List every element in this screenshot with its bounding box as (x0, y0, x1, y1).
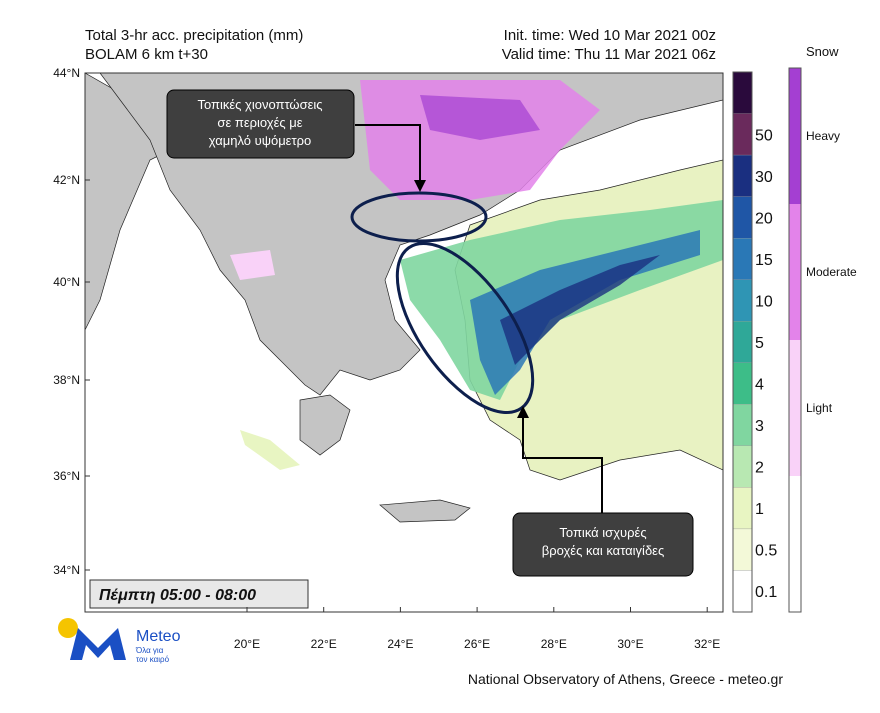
snow-label: Light (806, 401, 833, 415)
snow-swatch (789, 204, 801, 340)
legend-swatch (732, 487, 753, 530)
legend-swatch (732, 113, 753, 156)
legend-frame (788, 67, 802, 613)
legend-label: 50 (755, 127, 773, 144)
legend-swatch (732, 154, 753, 197)
legend-label: 0.5 (755, 543, 777, 560)
legend-swatch (732, 404, 753, 446)
logo-tagline: τον καιρό (136, 655, 170, 664)
legend-label: 15 (755, 252, 773, 269)
map-frame (84, 72, 724, 613)
valid-time: Valid time: Thu 11 Mar 2021 06z (502, 46, 716, 63)
legend-label: 5 (755, 335, 764, 352)
lat-label: 38°N (53, 373, 80, 387)
annotation-text: Τοπικές χιονοπτώσεις (197, 97, 322, 112)
date-label: Πέμπτη 05:00 - 08:00 (99, 587, 256, 604)
annotation-text: βροχές και καταιγίδες (542, 543, 665, 558)
annotation-box (512, 512, 694, 577)
legend-swatch (732, 321, 753, 363)
annotation-box (166, 89, 355, 159)
legend-label: 3 (755, 418, 764, 435)
lon-label: 24°E (387, 637, 413, 651)
snow-swatch (789, 476, 801, 612)
lon-label: 30°E (617, 637, 643, 651)
footer: National Observatory of Athens, Greece -… (468, 671, 783, 687)
snow-label: Heavy (806, 129, 840, 143)
lat-label: 42°N (53, 173, 80, 187)
annotation-text: σε περιοχές με (217, 115, 302, 130)
legend-swatch (732, 528, 753, 571)
init-time: Init. time: Wed 10 Mar 2021 00z (504, 27, 716, 44)
lon-label: 26°E (464, 637, 490, 651)
lat-label: 44°N (53, 66, 80, 80)
legend-label: 0.1 (755, 584, 777, 601)
legend-swatch (732, 196, 753, 239)
title: Total 3-hr acc. precipitation (mm) (85, 27, 303, 44)
lon-label: 22°E (311, 637, 337, 651)
annotation-text: Τοπικά ισχυρές (559, 525, 646, 540)
lat-label: 34°N (53, 563, 80, 577)
snow-swatch (789, 340, 801, 476)
legend-label: 2 (755, 460, 764, 477)
date-box (89, 579, 309, 609)
annotation-text: χαμηλό υψόμετρο (209, 133, 312, 148)
legend-swatch (732, 279, 753, 322)
model: BOLAM 6 km t+30 (85, 46, 208, 63)
legend-label: 1 (755, 501, 764, 518)
lon-label: 28°E (541, 637, 567, 651)
legend-frame (732, 71, 753, 613)
lat-label: 36°N (53, 469, 80, 483)
legend-title: Snow (806, 44, 839, 59)
legend-swatch (732, 362, 753, 405)
legend-swatch (732, 238, 753, 280)
lon-label: 20°E (234, 637, 260, 651)
lon-label: 32°E (694, 637, 720, 651)
legend-label: 10 (755, 293, 773, 310)
legend-swatch (732, 570, 753, 613)
logo-name: Meteo (136, 628, 181, 645)
logo-tagline: Όλα για (135, 646, 164, 655)
snow-swatch (789, 68, 801, 204)
legend-label: 30 (755, 169, 773, 186)
legend-swatch (733, 72, 752, 114)
snow-label: Moderate (806, 265, 857, 279)
legend-label: 4 (755, 377, 764, 394)
lat-label: 40°N (53, 275, 80, 289)
legend-swatch (732, 445, 753, 488)
legend-label: 20 (755, 210, 773, 227)
